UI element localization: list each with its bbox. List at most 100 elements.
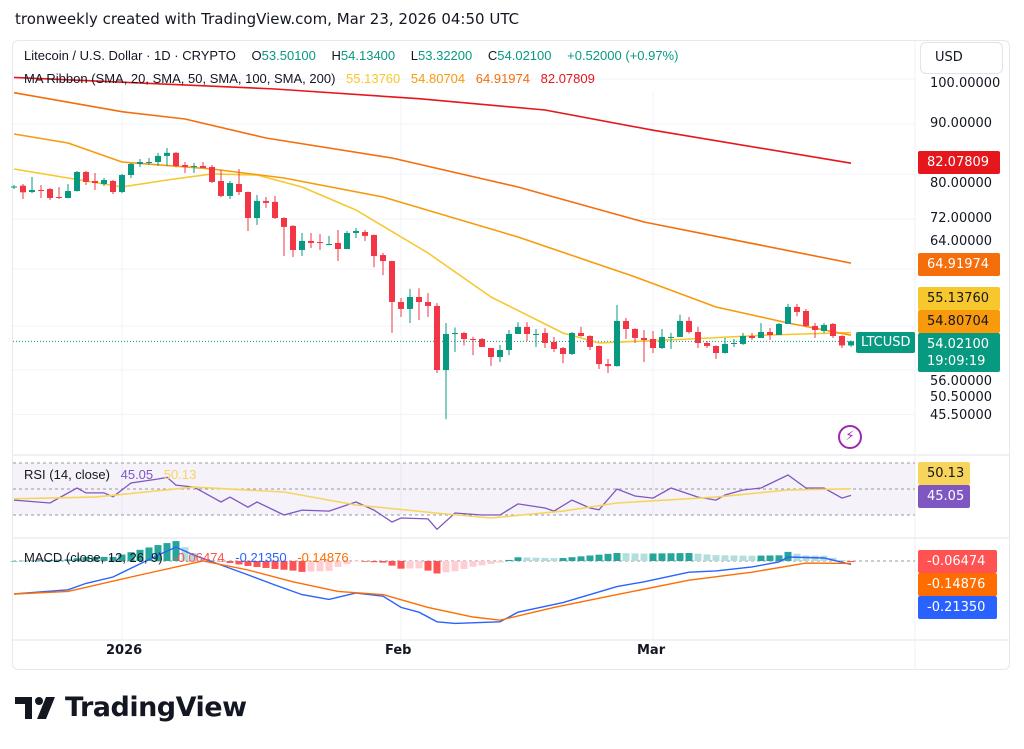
candle-body: [137, 162, 143, 164]
candle-up: [443, 322, 449, 420]
candle-down: [812, 322, 818, 338]
candle-body: [335, 242, 341, 250]
sma20-line: [13, 168, 852, 344]
sma200-price-label: 82.07809: [918, 151, 1000, 174]
candle-down: [389, 260, 395, 333]
candle-body: [713, 345, 719, 354]
candle-body: [488, 348, 494, 357]
candle-down: [398, 297, 404, 317]
candle-up: [146, 157, 152, 165]
macd-histogram-bar: [127, 552, 135, 561]
candle-body: [569, 332, 575, 354]
sma100-price-label: 64.91974: [918, 253, 1000, 276]
macd-histogram-bar: [442, 561, 450, 573]
macd-histogram-bar: [721, 555, 729, 561]
macd-histogram-bar: [523, 557, 531, 561]
lightning-icon[interactable]: ⚡: [838, 425, 862, 449]
candle-body: [641, 337, 647, 340]
macd-title[interactable]: MACD (close, 12, 26, 9): [24, 550, 163, 565]
candle-down: [92, 172, 98, 191]
macd-histogram-bar: [226, 561, 234, 563]
macd-histogram-bar: [109, 556, 117, 561]
macd-histogram-bar: [604, 553, 612, 561]
candle-body: [74, 171, 80, 192]
symbol-title[interactable]: Litecoin / U.S. Dollar · 1D · CRYPTO: [24, 48, 236, 63]
rsi-title[interactable]: RSI (14, close): [24, 467, 110, 482]
candle-body: [821, 324, 827, 331]
close-label: C: [487, 48, 498, 63]
candle-body: [596, 345, 602, 365]
candle-body: [20, 185, 26, 193]
candle-up: [776, 322, 782, 336]
macd-histogram-bar: [532, 557, 540, 561]
candle-body: [110, 181, 116, 193]
candle-body: [362, 232, 368, 236]
macd-histogram-bar: [91, 557, 99, 561]
candle-body: [326, 243, 332, 245]
macd-histogram-bar: [838, 559, 846, 561]
time-tick-label: 2026: [106, 643, 143, 658]
candle-up: [155, 152, 161, 166]
candle-body: [812, 325, 818, 330]
candle-down: [245, 191, 251, 231]
candle-body: [461, 332, 467, 339]
currency-button[interactable]: USD: [920, 42, 1003, 74]
macd-histogram-bar: [703, 554, 711, 561]
rsi-line: [13, 474, 852, 531]
candle-down: [803, 308, 809, 327]
candle-body: [218, 181, 224, 196]
macd-histogram-bar: [631, 553, 639, 561]
candle-up: [785, 303, 791, 324]
candle-body: [695, 331, 701, 343]
macd-histogram-bar: [766, 555, 774, 561]
candle-body: [83, 171, 89, 182]
candle-down: [560, 347, 566, 364]
candle-up: [299, 233, 305, 257]
macd-histogram-bar: [118, 554, 126, 561]
macd-histogram-bar: [55, 559, 63, 561]
macd-pane: [10, 541, 915, 625]
ma-title[interactable]: MA Ribbon (SMA, 20, SMA, 50, SMA, 100, S…: [24, 71, 336, 86]
candle-down: [110, 179, 116, 195]
candle-body: [425, 301, 431, 306]
candle-down: [839, 335, 845, 349]
macd-histogram-bar: [379, 561, 387, 563]
macd-histogram-bar: [190, 553, 198, 561]
candle-down: [47, 187, 53, 200]
candle-body: [236, 183, 242, 193]
candle-up: [515, 322, 521, 334]
candle-body: [785, 306, 791, 324]
candle-body: [803, 310, 809, 326]
candle-up: [506, 329, 512, 356]
macd-histogram-bar: [262, 561, 270, 568]
candle-body: [794, 306, 800, 312]
candle-down: [209, 164, 215, 184]
macd-histogram-bar: [469, 561, 477, 567]
price-tick-label: 80.00000: [930, 176, 993, 191]
candle-down: [362, 229, 368, 241]
macd-histogram-bar: [487, 561, 495, 564]
macd-histogram-bar: [649, 553, 657, 561]
macd-histogram-bar: [496, 561, 504, 563]
sma50-line: [13, 133, 852, 336]
candle-down: [623, 317, 629, 339]
macd-histogram-bar: [478, 561, 486, 566]
macd-histogram-bar: [253, 561, 261, 567]
candle-body: [659, 336, 665, 349]
candle-up: [668, 332, 674, 349]
rsi-pane: [13, 462, 915, 531]
macd-histogram-bar: [757, 555, 765, 561]
chart-credit: tronweekly created with TradingView.com,…: [15, 10, 520, 28]
candle-down: [425, 293, 431, 317]
rsi-legend: RSI (14, close) 45.05 50.13: [24, 467, 203, 482]
candle-down: [263, 196, 269, 208]
macd-histogram-bar: [235, 561, 243, 565]
change-value: +0.52000 (+0.97%): [567, 48, 679, 63]
macd-histogram-bar: [172, 541, 180, 561]
macd-hist-value: -0.06474: [173, 550, 225, 565]
price-tick-label: 56.00000: [930, 374, 993, 389]
macd-histogram-bar: [100, 556, 108, 561]
candle-body: [92, 181, 98, 184]
ma-value-50: 54.80704: [410, 71, 466, 86]
